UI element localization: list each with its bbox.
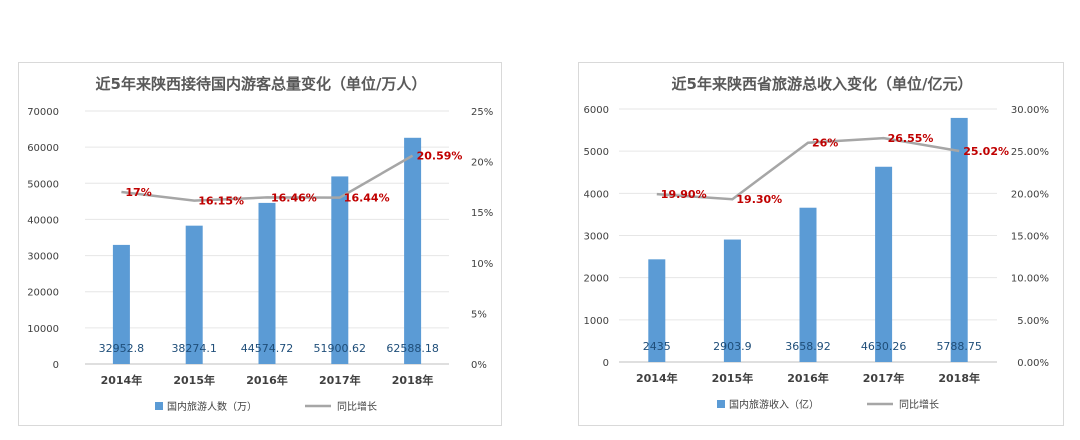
visitors-chart: 近5年来陕西接待国内游客总量变化（单位/万人） 0 10000 20000 30000 4… (27, 75, 493, 413)
left-axis-tick-label: 2000 (584, 274, 609, 285)
right-axis-tick-label: 5.00% (1017, 316, 1049, 327)
category-label: 2015年 (173, 373, 215, 387)
left-axis-tick-label: 6000 (584, 105, 609, 116)
bar (185, 225, 203, 364)
growth-line (121, 154, 414, 202)
bar-data-label: 2903.9 (713, 340, 752, 353)
legend-swatch-bar (717, 400, 725, 408)
bar-data-label: 2435 (643, 340, 671, 353)
legend-label: 国内旅游收入（亿） (729, 398, 819, 411)
line-data-label: 19.90% (661, 188, 707, 201)
bar (331, 176, 349, 364)
chart-title: 近5年来陕西省旅游总收入变化（单位/亿元） (672, 75, 973, 93)
category-label: 2018年 (392, 373, 434, 387)
right-axis-tick-label: 10% (471, 259, 493, 270)
chart-panel-revenue: 近5年来陕西省旅游总收入变化（单位/亿元） 0 1000 2000 3000 4000 50… (578, 62, 1064, 426)
bar-data-label: 3658.92 (785, 340, 831, 353)
right-axis-tick-label: 20.00% (1011, 189, 1049, 200)
line-data-label: 17% (125, 186, 151, 199)
left-axis-tick-label: 1000 (584, 316, 609, 327)
left-axis-tick-label: 5000 (584, 147, 609, 158)
left-axis-tick-label: 10000 (27, 324, 59, 335)
line-data-label: 25.02% (963, 145, 1009, 158)
left-axis-tick-label: 40000 (27, 215, 59, 226)
left-axis-tick-label: 0 (53, 360, 59, 371)
right-axis-tick-label: 20% (471, 158, 493, 169)
bar-data-label: 32952.8 (99, 342, 145, 355)
bar (258, 202, 276, 364)
right-axis-tick-label: 15% (471, 208, 493, 219)
line-data-label: 19.30% (736, 193, 782, 206)
legend-swatch-bar (155, 402, 163, 410)
category-label: 2017年 (863, 371, 905, 385)
legend-label: 同比增长 (899, 398, 939, 411)
category-label: 2016年 (787, 371, 829, 385)
legend-label: 国内旅游人数（万） (167, 400, 257, 413)
right-axis-tick-label: 0% (471, 360, 487, 371)
left-axis-tick-label: 4000 (584, 189, 609, 200)
chart-title: 近5年来陕西接待国内游客总量变化（单位/万人） (96, 75, 427, 93)
category-label: 2014年 (636, 371, 678, 385)
bar (404, 137, 422, 364)
bar (799, 207, 817, 362)
right-axis-tick-label: 15.00% (1011, 232, 1049, 243)
revenue-chart: 近5年来陕西省旅游总收入变化（单位/亿元） 0 1000 2000 3000 4000 50… (584, 75, 1049, 411)
line-data-label: 16.46% (271, 191, 317, 204)
bar-data-label: 62588.18 (386, 342, 439, 355)
right-axis-tick-label: 5% (471, 309, 487, 320)
line-data-label: 16.44% (344, 192, 390, 205)
bar-data-label: 44574.72 (241, 342, 294, 355)
bar-data-label: 4630.26 (861, 340, 907, 353)
bar-data-label: 38274.1 (171, 342, 217, 355)
bar (950, 117, 968, 362)
category-label: 2017年 (319, 373, 361, 387)
left-axis-tick-label: 0 (603, 358, 609, 369)
left-axis-tick-label: 50000 (27, 179, 59, 190)
left-axis-tick-label: 70000 (27, 107, 59, 118)
left-axis-tick-label: 30000 (27, 252, 59, 263)
bar (723, 239, 741, 362)
category-label: 2015年 (712, 371, 754, 385)
bar (648, 259, 666, 362)
left-axis-tick-label: 20000 (27, 288, 59, 299)
right-axis-tick-label: 25.00% (1011, 147, 1049, 158)
bar-data-label: 5788.75 (936, 340, 982, 353)
line-data-label: 20.59% (417, 150, 463, 163)
chart-panel-visitors: 近5年来陕西接待国内游客总量变化（单位/万人） 0 10000 20000 30000 4… (18, 62, 502, 426)
right-axis-tick-label: 30.00% (1011, 105, 1049, 116)
category-label: 2016年 (246, 373, 288, 387)
category-label: 2018年 (938, 371, 980, 385)
left-axis-tick-label: 60000 (27, 143, 59, 154)
legend-label: 同比增长 (337, 400, 377, 413)
bar-data-label: 51900.62 (314, 342, 367, 355)
left-axis-tick-label: 3000 (584, 232, 609, 243)
line-data-label: 26% (812, 137, 838, 150)
right-axis-tick-label: 0.00% (1017, 358, 1049, 369)
line-data-label: 26.55% (888, 132, 934, 145)
right-axis-tick-label: 25% (471, 107, 493, 118)
category-label: 2014年 (101, 373, 143, 387)
growth-line (656, 136, 960, 201)
line-data-label: 16.15% (198, 195, 244, 208)
right-axis-tick-label: 10.00% (1011, 274, 1049, 285)
bar (875, 166, 893, 362)
bar (112, 244, 130, 364)
